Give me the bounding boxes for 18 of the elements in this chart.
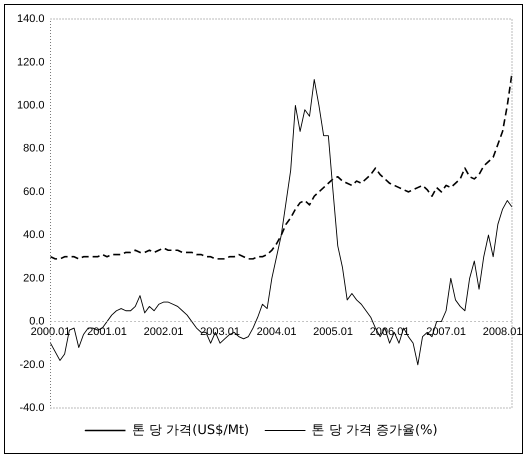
y-tick-label: 120.0: [16, 56, 45, 68]
legend-label: 톤 당 가격(US$/Mt): [132, 422, 250, 438]
legend-label: 톤 당 가격 증가율(%): [312, 422, 438, 438]
x-tick-label: 2002.01: [144, 326, 184, 338]
x-tick-label: 2003.01: [200, 326, 240, 338]
y-tick-label: 80.0: [23, 142, 45, 155]
y-tick-label: -40.0: [19, 402, 45, 414]
x-tick-label: 2004.01: [256, 326, 296, 338]
y-tick-label: 40.0: [23, 229, 45, 242]
y-tick-label: 0.0: [29, 316, 45, 328]
y-tick-label: -20.0: [19, 358, 45, 371]
y-tick-label: 20.0: [23, 272, 45, 284]
x-tick-label: 2005.01: [313, 326, 353, 338]
x-tick-label: 2008.01: [482, 326, 522, 338]
y-tick-label: 140.0: [16, 13, 45, 26]
x-tick-label: 2001.01: [87, 326, 127, 338]
y-tick-label: 100.0: [16, 99, 45, 112]
y-tick-label: 60.0: [23, 186, 45, 198]
